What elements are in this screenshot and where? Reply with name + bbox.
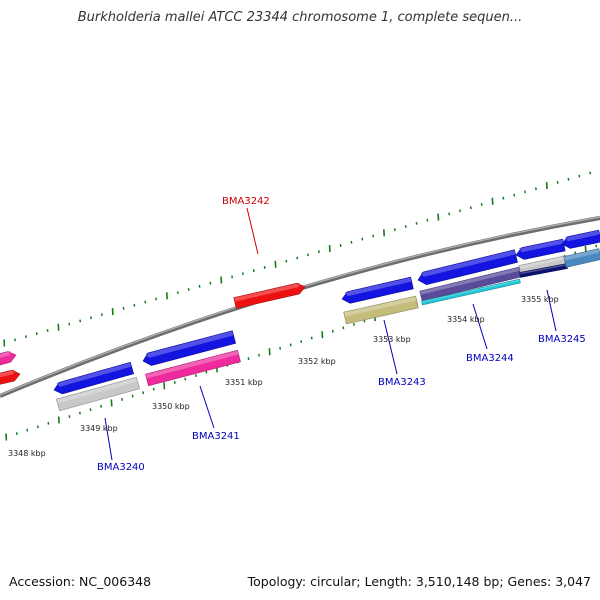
gene-navy-edge — [519, 263, 568, 278]
gene-blue-forward-2-shine — [420, 249, 516, 277]
accession-text: Accession: NC_006348 — [9, 574, 152, 589]
gene-olive-edge — [343, 295, 419, 325]
gene-label[interactable]: BMA3243 — [378, 377, 426, 388]
gene-pink-edge-top-shine — [0, 350, 11, 358]
gene-red-forward[interactable] — [233, 282, 306, 309]
gene-blue-forward-1[interactable] — [341, 276, 414, 304]
gene-blue-forward-2-edge — [417, 249, 518, 285]
gene-blue-forward-1-shine — [344, 277, 412, 297]
backbone-highlight — [0, 216, 600, 396]
gene-gray-left-edge — [56, 376, 140, 412]
gene-blue-mid[interactable] — [142, 330, 237, 366]
leader-line-0 — [246, 207, 259, 255]
gene-navy-shine — [519, 263, 567, 275]
gene-blue-forward-3-shine — [518, 239, 564, 253]
gene-label[interactable]: BMA3244 — [466, 353, 514, 364]
leader-line-2 — [199, 385, 215, 429]
gene-label[interactable]: BMA3242 — [222, 196, 270, 207]
leader-line-4 — [472, 303, 488, 350]
leader-line-3 — [383, 319, 398, 375]
kbp-label: 3351 kbp — [225, 378, 263, 387]
gene-red-forward-edge — [233, 282, 306, 309]
gene-pink-mid-edge — [145, 349, 241, 387]
outer-tick-track — [3, 171, 592, 347]
gene-olive-shine — [343, 296, 417, 317]
gene-blue-mid-edge — [142, 330, 237, 366]
gene-blue-forward-4-edge — [561, 229, 600, 249]
gene-blue-forward-4-shine — [564, 230, 600, 242]
gene-blue-left-edge — [53, 361, 134, 395]
gene-steel[interactable] — [563, 248, 600, 268]
gene-labels[interactable]: BMA3242 BMA3240 BMA3241 BMA3243 BMA3244 BMA32… — [97, 196, 586, 473]
gene-blue-left-shine — [56, 362, 132, 387]
map-title: Burkholderia mallei ATCC 23344 chromosom… — [77, 10, 523, 25]
kbp-label: 3348 kbp — [8, 449, 46, 458]
gene-navy[interactable] — [519, 263, 568, 278]
gene-blue-forward-3[interactable] — [515, 238, 566, 260]
gene-purple-shine — [419, 267, 520, 295]
gene-blue-left[interactable] — [53, 361, 134, 395]
kbp-label: 3350 kbp — [152, 402, 190, 411]
kbp-label: 3355 kbp — [521, 295, 559, 304]
gene-gray-left-shine — [56, 377, 138, 404]
label-leader-lines — [104, 207, 557, 461]
kbp-label: 3353 kbp — [373, 335, 411, 344]
gene-cyan-edge — [421, 278, 521, 306]
gene-red-edge-edge — [0, 369, 21, 385]
gene-pink-mid[interactable] — [145, 349, 241, 387]
gene-red-forward-shine — [233, 282, 300, 302]
leader-line-1 — [104, 417, 113, 461]
gene-label[interactable]: BMA3245 — [538, 334, 586, 345]
gene-red-edge[interactable] — [0, 369, 21, 387]
gene-blue-mid-shine — [145, 330, 234, 358]
gene-steel-edge — [563, 248, 600, 268]
genome-stats-text: Topology: circular; Length: 3,510,148 bp… — [247, 574, 591, 589]
gene-blue-forward-4[interactable] — [561, 229, 600, 249]
kbp-scale-labels: 3348 kbp 3349 kbp 3350 kbp 3351 kbp 3352 kbp… — [8, 295, 559, 458]
kbp-label: 3349 kbp — [80, 424, 118, 433]
gene-pink-mid-shine — [145, 350, 239, 379]
backbone-line — [0, 215, 600, 398]
gene-red-edge-shine — [0, 369, 15, 378]
chromosome-backbone — [0, 215, 600, 398]
gene-olive[interactable] — [343, 295, 419, 325]
gene-label[interactable]: BMA3240 — [97, 462, 145, 473]
kbp-label: 3352 kbp — [298, 357, 336, 366]
gene-cyan-shine — [421, 279, 520, 303]
gene-gray-right-shine — [519, 255, 567, 269]
gene-blue-forward-1-edge — [341, 276, 414, 304]
leader-line-5 — [546, 289, 557, 332]
gene-features[interactable] — [0, 229, 600, 412]
gene-label[interactable]: BMA3241 — [192, 431, 240, 442]
gene-cyan[interactable] — [421, 278, 521, 306]
kbp-label: 3354 kbp — [447, 315, 485, 324]
gene-blue-forward-2[interactable] — [417, 249, 518, 285]
gene-steel-shine — [563, 248, 600, 261]
gene-pink-edge-top-edge — [0, 351, 17, 366]
gene-pink-edge-top[interactable] — [0, 350, 17, 368]
gene-gray-left[interactable] — [56, 376, 140, 412]
